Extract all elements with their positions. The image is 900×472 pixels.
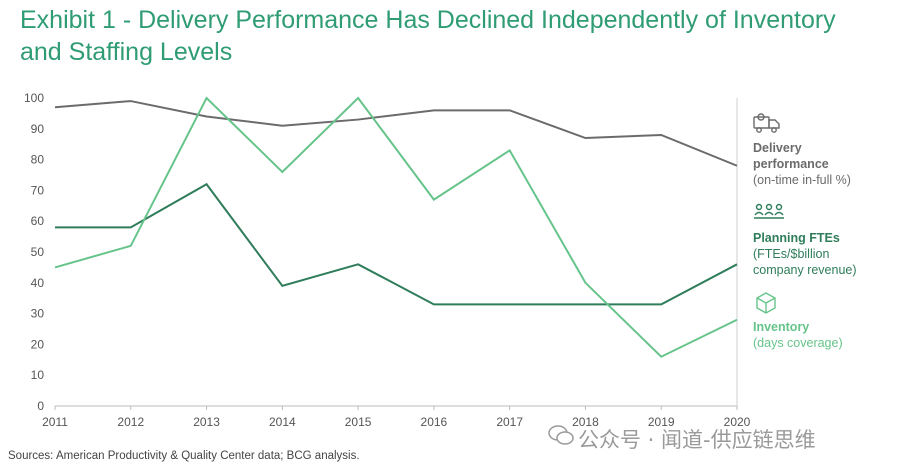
- legend-delivery-name-2: performance: [753, 157, 829, 171]
- x-tick-label: 2013: [193, 415, 220, 429]
- truck-icon: [753, 113, 780, 133]
- y-tick-label: 20: [31, 337, 45, 351]
- y-tick-label: 10: [31, 368, 45, 382]
- legend-delivery: Delivery performance (on-time in-full %): [753, 140, 893, 188]
- watermark: 公众号 · 闻道-供应链思维: [578, 428, 816, 452]
- y-tick-label: 100: [24, 91, 44, 105]
- y-tick-label: 90: [31, 122, 45, 136]
- legend-inventory-name: Inventory: [753, 320, 810, 334]
- series-line-planning: [55, 182, 738, 306]
- box-icon: [756, 292, 776, 314]
- legend-planning-sub-1: (FTEs/$billion: [753, 247, 830, 261]
- people-icon: [754, 203, 784, 219]
- legend-planning-sub-2: company revenue): [753, 263, 857, 277]
- series-line-inventory: [54, 96, 738, 358]
- legend-delivery-name-1: Delivery: [753, 141, 802, 155]
- y-tick-label: 70: [31, 183, 45, 197]
- legend-delivery-sub: (on-time in-full %): [753, 173, 851, 187]
- series-line-delivery: [54, 100, 738, 167]
- x-tick-label: 2018: [572, 415, 599, 429]
- x-tick-label: 2012: [117, 415, 144, 429]
- series-lines: [54, 96, 738, 358]
- y-tick-label: 80: [31, 153, 45, 167]
- x-tick-label: 2017: [496, 415, 523, 429]
- chart-title: Exhibit 1 - Delivery Performance Has Dec…: [20, 6, 836, 66]
- y-axis-ticks: 0 10 20 30 40 50 60 70 80 90 100: [24, 91, 44, 413]
- x-tick-label: 2014: [269, 415, 296, 429]
- y-tick-label: 0: [37, 399, 44, 413]
- y-tick-label: 50: [31, 245, 45, 259]
- y-tick-label: 60: [31, 214, 45, 228]
- x-axis-ticks: 2011 2012 2013 2014 2015 2016 2017 2018 2019 2020: [42, 406, 751, 429]
- x-tick-label: 2020: [724, 415, 751, 429]
- x-tick-label: 2015: [345, 415, 372, 429]
- wechat-icon: [548, 425, 574, 445]
- y-tick-label: 30: [31, 307, 45, 321]
- legend-planning: Planning FTEs (FTEs/$billion company rev…: [753, 230, 893, 278]
- x-tick-label: 2019: [648, 415, 675, 429]
- legend-inventory-sub: (days coverage): [753, 336, 843, 350]
- x-tick-label: 2011: [42, 415, 68, 429]
- legend-planning-name: Planning FTEs: [753, 231, 840, 245]
- x-tick-label: 2016: [421, 415, 448, 429]
- source-note: Sources: American Productivity & Quality…: [8, 450, 360, 462]
- legend-inventory: Inventory (days coverage): [753, 319, 893, 351]
- y-tick-label: 40: [31, 276, 45, 290]
